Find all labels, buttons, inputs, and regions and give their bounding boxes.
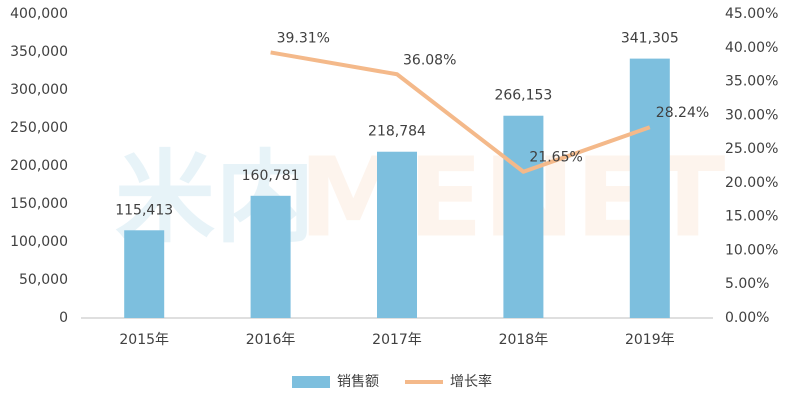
bar: [124, 230, 165, 318]
y2-tick-label: 35.00%: [725, 74, 778, 90]
x-tick-label: 2017年: [372, 332, 422, 348]
legend-label: 增长率: [450, 373, 492, 390]
data-label: 341,305: [621, 31, 679, 47]
y-tick-label: 250,000: [10, 120, 68, 136]
y-tick-label: 400,000: [10, 6, 68, 22]
bar: [503, 115, 544, 318]
y-tick-label: 300,000: [10, 82, 68, 98]
y2-tick-label: 10.00%: [725, 242, 778, 258]
y2-tick-label: 45.00%: [725, 6, 778, 22]
x-tick-label: 2016年: [246, 332, 296, 348]
bar: [377, 151, 417, 318]
y2-tick-label: 40.00%: [725, 40, 778, 56]
y2-tick-label: 0.00%: [725, 310, 769, 326]
x-tick-label: 2018年: [499, 332, 549, 348]
data-label: 28.24%: [656, 105, 709, 121]
y2-tick-label: 15.00%: [725, 209, 778, 225]
y2-tick-label: 5.00%: [725, 276, 769, 292]
y-tick-label: 200,000: [10, 158, 68, 174]
y-tick-label: 0: [59, 310, 68, 326]
bar: [250, 195, 291, 318]
data-label: 115,413: [115, 202, 173, 218]
data-label: 218,784: [368, 124, 426, 140]
data-label: 160,781: [242, 168, 300, 184]
x-tick-label: 2015年: [119, 332, 169, 348]
y2-tick-label: 30.00%: [725, 107, 778, 123]
line: [270, 50, 651, 174]
data-label: 36.08%: [403, 52, 456, 68]
y-tick-label: 150,000: [10, 196, 68, 212]
data-label: 266,153: [494, 88, 552, 104]
y2-tick-label: 25.00%: [725, 141, 778, 157]
y-tick-label: 350,000: [10, 44, 68, 60]
y2-tick-label: 20.00%: [725, 175, 778, 191]
bar: [629, 58, 670, 318]
data-label: 21.65%: [529, 150, 582, 166]
legend-swatch: [292, 376, 330, 388]
x-tick-label: 2019年: [625, 332, 675, 348]
y-tick-label: 50,000: [19, 272, 68, 288]
data-label: 39.31%: [277, 30, 330, 46]
legend-label: 销售额: [337, 374, 379, 390]
y-tick-label: 100,000: [10, 234, 68, 250]
